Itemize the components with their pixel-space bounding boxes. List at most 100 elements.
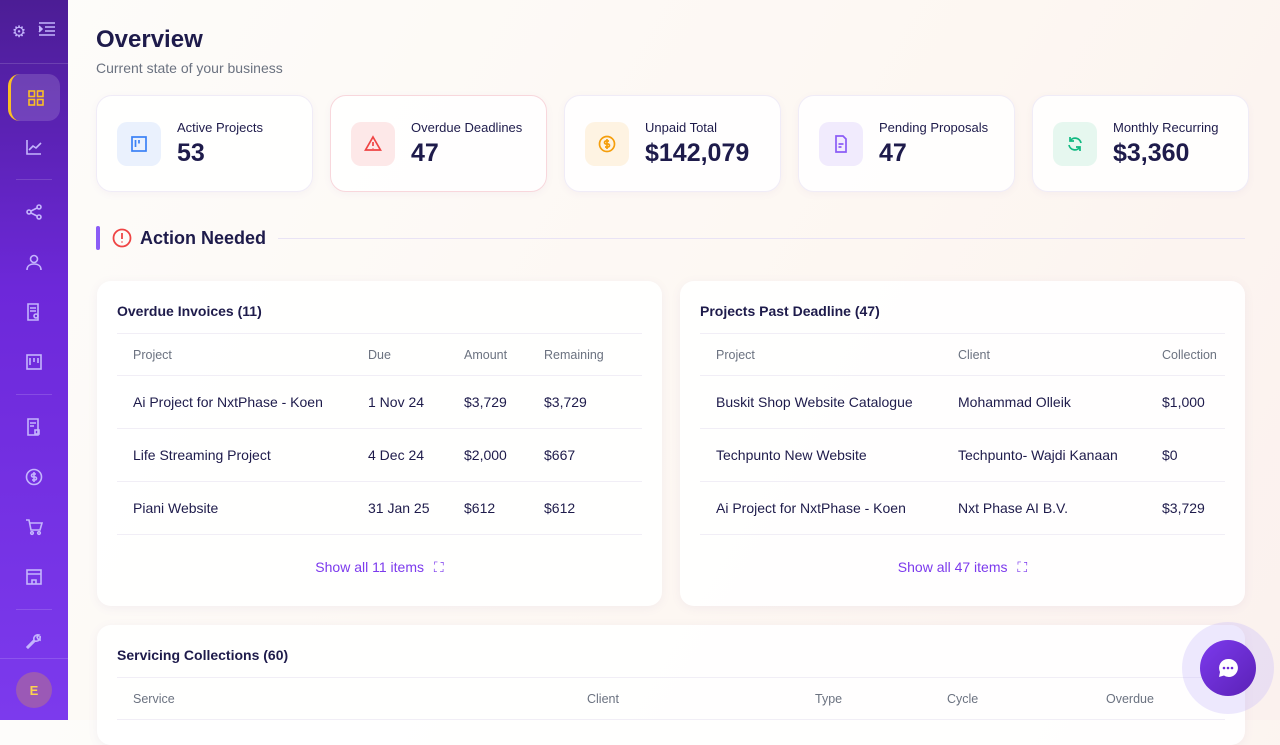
chat-button[interactable] bbox=[1182, 622, 1274, 714]
column-header[interactable]: Collection bbox=[1162, 347, 1217, 362]
past-deadline-table: Project Client Collection Buskit Shop Websi… bbox=[700, 333, 1225, 535]
stats-row: Active Projects 53 Overdue Deadlines 47 Unpa… bbox=[96, 95, 1249, 192]
table-cell: 4 Dec 24 bbox=[368, 447, 425, 463]
show-all-projects-link[interactable]: Show all 47 items ⛶ bbox=[680, 559, 1245, 576]
document-icon bbox=[819, 121, 863, 166]
stat-value: 53 bbox=[177, 138, 205, 167]
servicing-collections-card: Servicing Collections (60) Service Client… bbox=[97, 625, 1245, 745]
collapse-sidebar-icon[interactable] bbox=[38, 21, 56, 42]
sidebar-item-tools[interactable] bbox=[0, 617, 68, 667]
stat-value: $142,079 bbox=[645, 138, 750, 167]
sidebar-item-invoices[interactable] bbox=[0, 452, 68, 502]
sidebar-item-analytics[interactable] bbox=[0, 122, 68, 172]
sidebar: ⚙ E bbox=[0, 0, 68, 720]
table-header: Service Client Type Cycle Overdue bbox=[117, 677, 1225, 720]
link-label: Show all 11 items bbox=[315, 559, 424, 575]
stat-card[interactable]: Monthly Recurring $3,360 bbox=[1032, 95, 1249, 192]
table-cell: Life Streaming Project bbox=[133, 447, 271, 463]
kanban-icon bbox=[26, 354, 42, 370]
table-cell: Nxt Phase AI B.V. bbox=[958, 500, 1068, 516]
column-header[interactable]: Amount bbox=[464, 347, 508, 362]
sidebar-item-store[interactable] bbox=[0, 552, 68, 602]
table-header: Project Client Collection bbox=[700, 333, 1225, 376]
sidebar-item-clients[interactable] bbox=[0, 237, 68, 287]
chart-icon bbox=[26, 140, 42, 155]
stat-card[interactable]: Active Projects 53 bbox=[96, 95, 313, 192]
user-icon bbox=[26, 254, 42, 271]
past-deadline-card: Projects Past Deadline (47) Project Clien… bbox=[680, 281, 1245, 606]
stat-label: Active Projects bbox=[177, 119, 263, 135]
table-cell: Ai Project for NxtPhase - Koen bbox=[716, 500, 906, 516]
grid-icon bbox=[27, 89, 44, 106]
table-row[interactable]: Techpunto New Website Techpunto- Wajdi Ka… bbox=[700, 429, 1225, 482]
sidebar-item-projects[interactable] bbox=[0, 337, 68, 387]
divider bbox=[278, 237, 1245, 239]
alert-circle-icon bbox=[112, 228, 132, 248]
table-cell: Ai Project for NxtPhase - Koen bbox=[133, 394, 323, 410]
table-cell: $667 bbox=[544, 447, 576, 463]
sidebar-item-orders[interactable] bbox=[0, 502, 68, 552]
table-cell: $1,000 bbox=[1162, 394, 1205, 410]
card-title: Projects Past Deadline (47) bbox=[700, 303, 880, 319]
stat-card[interactable]: Overdue Deadlines 47 bbox=[330, 95, 547, 192]
stat-value: $3,360 bbox=[1113, 138, 1190, 167]
wrench-icon bbox=[25, 634, 41, 650]
stat-value: 47 bbox=[411, 138, 439, 167]
refresh-icon bbox=[1053, 121, 1097, 166]
stat-card[interactable]: Pending Proposals 47 bbox=[798, 95, 1015, 192]
table-row[interactable]: Piani Website 31 Jan 25 $612 $612 bbox=[117, 482, 642, 535]
table-cell: 1 Nov 24 bbox=[368, 394, 425, 410]
table-row[interactable]: Ai Project for NxtPhase - Koen Nxt Phase … bbox=[700, 482, 1225, 535]
action-needed-header: Action Needed bbox=[96, 226, 1245, 250]
stat-card[interactable]: Unpaid Total $142,079 bbox=[564, 95, 781, 192]
table-row[interactable]: Life Streaming Project 4 Dec 24 $2,000 $667 bbox=[117, 429, 642, 482]
table-cell: Buskit Shop Website Catalogue bbox=[716, 394, 913, 410]
dollar-icon bbox=[25, 468, 43, 486]
column-header[interactable]: Overdue bbox=[1106, 691, 1154, 706]
card-title: Servicing Collections (60) bbox=[117, 647, 289, 663]
column-header[interactable]: Cycle bbox=[947, 691, 979, 706]
chat-icon bbox=[1219, 658, 1238, 677]
column-header[interactable]: Remaining bbox=[544, 347, 604, 362]
column-header[interactable]: Type bbox=[815, 691, 843, 706]
avatar[interactable]: E bbox=[16, 672, 52, 708]
show-all-invoices-link[interactable]: Show all 11 items ⛶ bbox=[97, 559, 662, 576]
expand-icon: ⛶ bbox=[1017, 559, 1028, 575]
column-header[interactable]: Service bbox=[133, 691, 175, 706]
kanban-icon bbox=[117, 121, 161, 166]
sidebar-item-dashboard[interactable] bbox=[8, 74, 60, 121]
table-cell: $612 bbox=[464, 500, 496, 516]
stat-label: Overdue Deadlines bbox=[411, 119, 523, 135]
settings-icon[interactable]: ⚙ bbox=[11, 23, 27, 41]
stat-label: Pending Proposals bbox=[879, 119, 989, 135]
stat-label: Unpaid Total bbox=[645, 119, 718, 135]
dollar-icon bbox=[585, 121, 629, 166]
table-cell: 31 Jan 25 bbox=[368, 500, 430, 516]
section-title: Action Needed bbox=[140, 227, 267, 248]
document-search-icon bbox=[27, 303, 39, 321]
overdue-invoices-card: Overdue Invoices (11) Project Due Amount Re… bbox=[97, 281, 662, 606]
sidebar-item-proposals[interactable] bbox=[0, 287, 68, 337]
column-header[interactable]: Project bbox=[716, 347, 755, 362]
column-header[interactable]: Due bbox=[368, 347, 391, 362]
table-row[interactable]: Ai Project for NxtPhase - Koen 1 Nov 24 $3… bbox=[117, 376, 642, 429]
column-header[interactable]: Client bbox=[587, 691, 619, 706]
table-row[interactable]: Buskit Shop Website Catalogue Mohammad Ol… bbox=[700, 376, 1225, 429]
store-icon bbox=[26, 569, 42, 585]
table-cell: Mohammad Olleik bbox=[958, 394, 1071, 410]
table-cell: Techpunto- Wajdi Kanaan bbox=[958, 447, 1118, 463]
link-label: Show all 47 items bbox=[897, 559, 1008, 575]
servicing-collections-table: Service Client Type Cycle Overdue bbox=[117, 677, 1225, 720]
cart-icon bbox=[26, 519, 43, 536]
overdue-invoices-table: Project Due Amount Remaining Ai Project for … bbox=[117, 333, 642, 535]
column-header[interactable]: Client bbox=[958, 347, 990, 362]
table-cell: $0 bbox=[1162, 447, 1178, 463]
column-header[interactable]: Project bbox=[133, 347, 172, 362]
table-cell: $612 bbox=[544, 500, 576, 516]
sidebar-item-contracts[interactable] bbox=[0, 402, 68, 452]
share-icon bbox=[26, 204, 42, 220]
warning-icon bbox=[351, 121, 395, 166]
table-header: Project Due Amount Remaining bbox=[117, 333, 642, 376]
table-cell: $3,729 bbox=[1162, 500, 1205, 516]
sidebar-item-share[interactable] bbox=[0, 187, 68, 237]
